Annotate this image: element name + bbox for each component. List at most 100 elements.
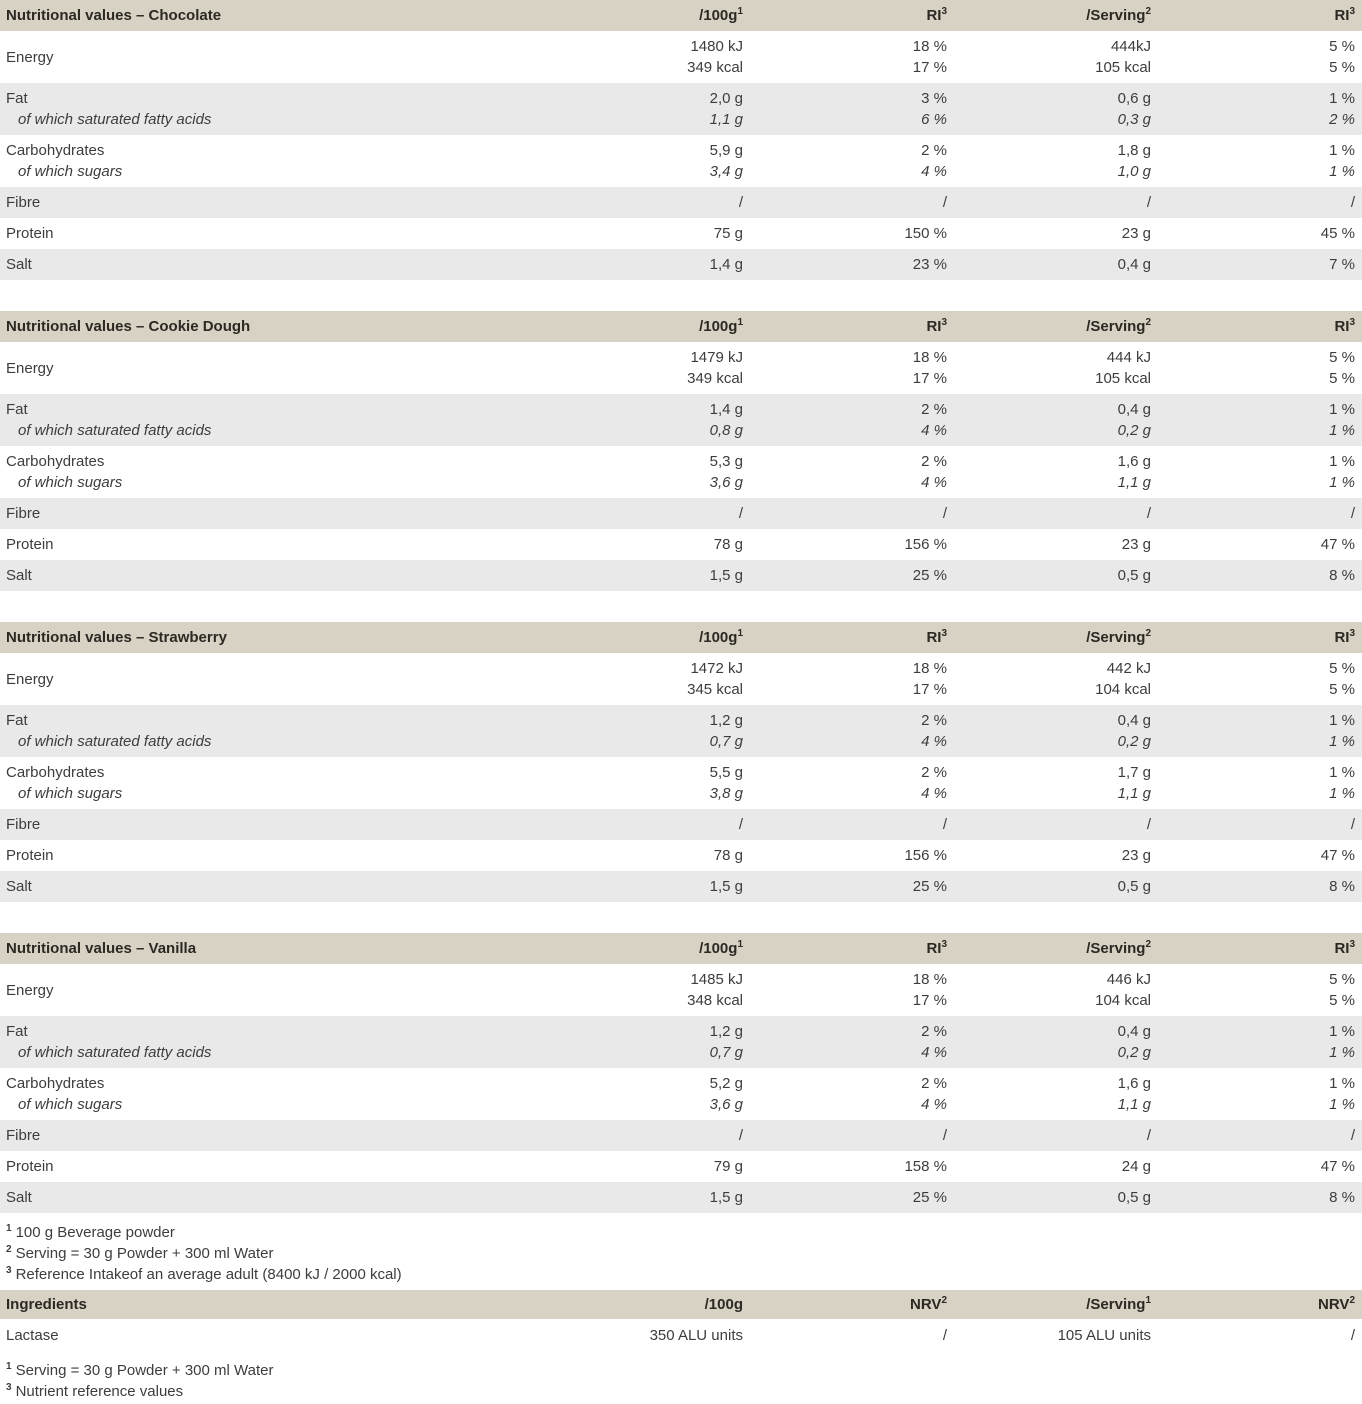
row-label: Carbohydrates <box>6 453 105 470</box>
row-label: Energy <box>6 48 54 66</box>
value-per-serving: 1,8 g <box>1117 142 1151 159</box>
row-label: of which sugars <box>18 1096 123 1113</box>
value-ri-serving: 47 % <box>1320 1158 1355 1175</box>
row-group-fat: Fat 2,0 g 3 % 0,6 g 1 % of which saturat… <box>0 83 1362 135</box>
row-label: Energy <box>6 359 54 377</box>
column-header-ri: RI3 <box>926 939 947 958</box>
value-ri-serving: 7 % <box>1329 256 1355 273</box>
value-per-100g: 3,6 g <box>709 474 743 491</box>
value-per-100g: 2,0 g <box>709 90 743 107</box>
row-label: Carbohydrates <box>6 764 105 781</box>
column-header-nrv-serving: NRV2 <box>1318 1295 1355 1314</box>
value-ri: 4 % <box>921 474 947 491</box>
column-header-ri: RI3 <box>926 628 947 647</box>
value-per-100g: 5,9 g <box>709 142 743 159</box>
column-header-per-serving: /Serving2 <box>1086 628 1151 647</box>
row-salt: Salt 1,5 g 25 % 0,5 g 8 % <box>0 560 1362 591</box>
row-energy: Energy 1485 kJ 348 kcal 18 % 17 % 446 kJ 10… <box>0 964 1362 1016</box>
value-per-100g: 3,4 g <box>709 163 743 180</box>
row-sugars: of which sugars 3,4 g 4 % 1,0 g 1 % <box>0 161 1362 182</box>
value-per-serving: / <box>1146 1127 1151 1144</box>
value-ri-serving: 5 % 5 % <box>1329 660 1355 698</box>
value-per-serving: 23 g <box>1121 225 1151 242</box>
value-per-serving: 442 kJ 104 kcal <box>1095 660 1151 698</box>
value-per-serving: 0,3 g <box>1117 111 1151 128</box>
value-per-serving: 24 g <box>1121 1158 1151 1175</box>
column-header-ri-serving: RI3 <box>1334 317 1355 336</box>
column-header-ri-serving: RI3 <box>1334 939 1355 958</box>
value-per-serving: 0,2 g <box>1117 422 1151 439</box>
nutrition-table: Nutritional values – Chocolate /100g1 RI… <box>0 0 1362 280</box>
value-ri-serving: 1 % <box>1329 785 1355 802</box>
row-fibre: Fibre / / / / <box>0 1120 1362 1151</box>
row-saturated-fat: of which saturated fatty acids 0,7 g 4 %… <box>0 731 1362 752</box>
value-ri-serving: 1 % <box>1329 142 1355 159</box>
value-per-serving: 446 kJ 104 kcal <box>1095 971 1151 1009</box>
value-per-serving: 0,4 g <box>1117 256 1151 273</box>
value-per-serving: 0,6 g <box>1117 90 1151 107</box>
table-title: Nutritional values – Strawberry <box>6 629 227 646</box>
value-per-100g: 0,8 g <box>709 422 743 439</box>
value-ri-serving: 8 % <box>1329 878 1355 895</box>
table-footnotes: 1 100 g Beverage powder 2 Serving = 30 g P… <box>0 1213 1362 1290</box>
column-header-ri: RI3 <box>926 6 947 25</box>
row-label: Protein <box>6 225 54 242</box>
footnote: 2 Serving = 30 g Powder + 300 ml Water <box>6 1244 274 1263</box>
table-title: Nutritional values – Cookie Dough <box>6 318 251 335</box>
value-ri-serving: 5 % 5 % <box>1329 349 1355 387</box>
value-ri-serving: 1 % <box>1329 422 1355 439</box>
row-energy: Energy 1472 kJ 345 kcal 18 % 17 % 442 kJ 10… <box>0 653 1362 705</box>
column-header-per-100g: /100g <box>704 1296 743 1313</box>
value-per-serving: 0,5 g <box>1117 878 1151 895</box>
row-fibre: Fibre / / / / <box>0 809 1362 840</box>
value-ri-serving: 1 % <box>1329 712 1355 729</box>
value-ri: 6 % <box>921 111 947 128</box>
row-label: Carbohydrates <box>6 1075 105 1092</box>
table-title: Nutritional values – Vanilla <box>6 940 197 957</box>
row-protein: Protein 79 g 158 % 24 g 47 % <box>0 1151 1362 1182</box>
value-ri-serving: 5 % 5 % <box>1329 971 1355 1009</box>
row-carbohydrates: Carbohydrates 5,2 g 2 % 1,6 g 1 % <box>0 1073 1362 1094</box>
row-fat: Fat 2,0 g 3 % 0,6 g 1 % <box>0 88 1362 109</box>
value-per-serving: 1,1 g <box>1117 785 1151 802</box>
row-group-carbohydrates: Carbohydrates 5,3 g 2 % 1,6 g 1 % of whi… <box>0 446 1362 498</box>
value-per-100g: 1,5 g <box>709 878 743 895</box>
column-header-per-100g: /100g1 <box>699 6 743 25</box>
value-per-100g: 1,5 g <box>709 567 743 584</box>
value-ri: 25 % <box>912 878 947 895</box>
ingredients-table: Ingredients /100g NRV2 /Serving1 NRV2 La… <box>0 1290 1362 1352</box>
value-ri: 4 % <box>921 785 947 802</box>
value-ri-serving: 2 % <box>1329 111 1355 128</box>
value-ri-serving: 1 % <box>1329 90 1355 107</box>
row-protein: Protein 78 g 156 % 23 g 47 % <box>0 529 1362 560</box>
row-label: of which sugars <box>18 474 123 491</box>
row-label: Protein <box>6 1158 54 1175</box>
row-label: Salt <box>6 1189 32 1206</box>
value-per-100g: 1,5 g <box>709 1189 743 1206</box>
value-per-serving: 1,1 g <box>1117 474 1151 491</box>
value-per-100g: 1,2 g <box>709 712 743 729</box>
column-header-per-100g: /100g1 <box>699 939 743 958</box>
nutrition-table: Nutritional values – Strawberry /100g1 R… <box>0 622 1362 902</box>
value-per-serving: 444kJ 105 kcal <box>1095 38 1151 76</box>
value-nrv-serving: / <box>1350 1327 1355 1344</box>
value-ri: 4 % <box>921 1044 947 1061</box>
footnote: 3 Nutrient reference values <box>6 1382 184 1401</box>
value-ri-serving: 1 % <box>1329 1044 1355 1061</box>
row-energy: Energy 1480 kJ 349 kcal 18 % 17 % 444kJ 105… <box>0 31 1362 83</box>
row-label: Protein <box>6 847 54 864</box>
row-protein: Protein 75 g 150 % 23 g 45 % <box>0 218 1362 249</box>
nutrition-table: Nutritional values – Cookie Dough /100g1… <box>0 311 1362 591</box>
value-nrv: / <box>942 1327 947 1344</box>
table-header-row: Nutritional values – Cookie Dough /100g1… <box>0 311 1362 342</box>
row-label: Fibre <box>6 194 41 211</box>
row-carbohydrates: Carbohydrates 5,9 g 2 % 1,8 g 1 % <box>0 140 1362 161</box>
column-header-per-100g: /100g1 <box>699 317 743 336</box>
value-ri-serving: 8 % <box>1329 567 1355 584</box>
value-ri: 25 % <box>912 1189 947 1206</box>
value-ri: 158 % <box>904 1158 947 1175</box>
value-per-100g: 5,5 g <box>709 764 743 781</box>
table-title: Nutritional values – Chocolate <box>6 7 222 24</box>
